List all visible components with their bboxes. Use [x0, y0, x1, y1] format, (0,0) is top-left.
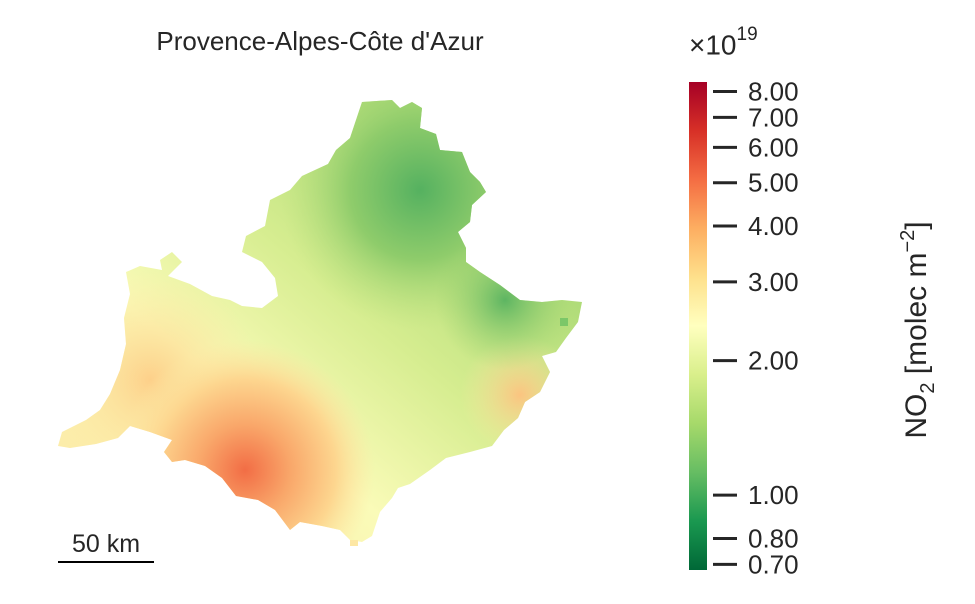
scale-bar-line	[58, 561, 154, 563]
colorbar-gradient	[689, 82, 707, 570]
island-fragment	[560, 318, 568, 326]
colorbar-tick-label: 5.00	[748, 168, 799, 198]
colorbar-tick-label: 8.00	[748, 76, 799, 106]
colorbar-label: NO2 [molec m−2]	[897, 221, 939, 439]
scale-bar: 50 km	[58, 529, 154, 563]
colorbar-tick-label: 3.00	[748, 267, 799, 297]
colorbar-tick-label: 0.70	[748, 549, 799, 579]
map-title: Provence-Alpes-Côte d'Azur	[156, 26, 484, 56]
colorbar-tick-label: 6.00	[748, 132, 799, 162]
scale-bar-label: 50 km	[71, 530, 141, 558]
colorbar-tick-label: 0.80	[748, 523, 799, 553]
colorbar-tick-label: 2.00	[748, 346, 799, 376]
colorbar-tick-label: 4.00	[748, 211, 799, 241]
colorbar-exponent: ×1019	[689, 24, 758, 61]
colorbar-tick-label: 1.00	[748, 480, 799, 510]
island-fragment	[350, 540, 358, 546]
colorbar-tick-label: 7.00	[748, 102, 799, 132]
